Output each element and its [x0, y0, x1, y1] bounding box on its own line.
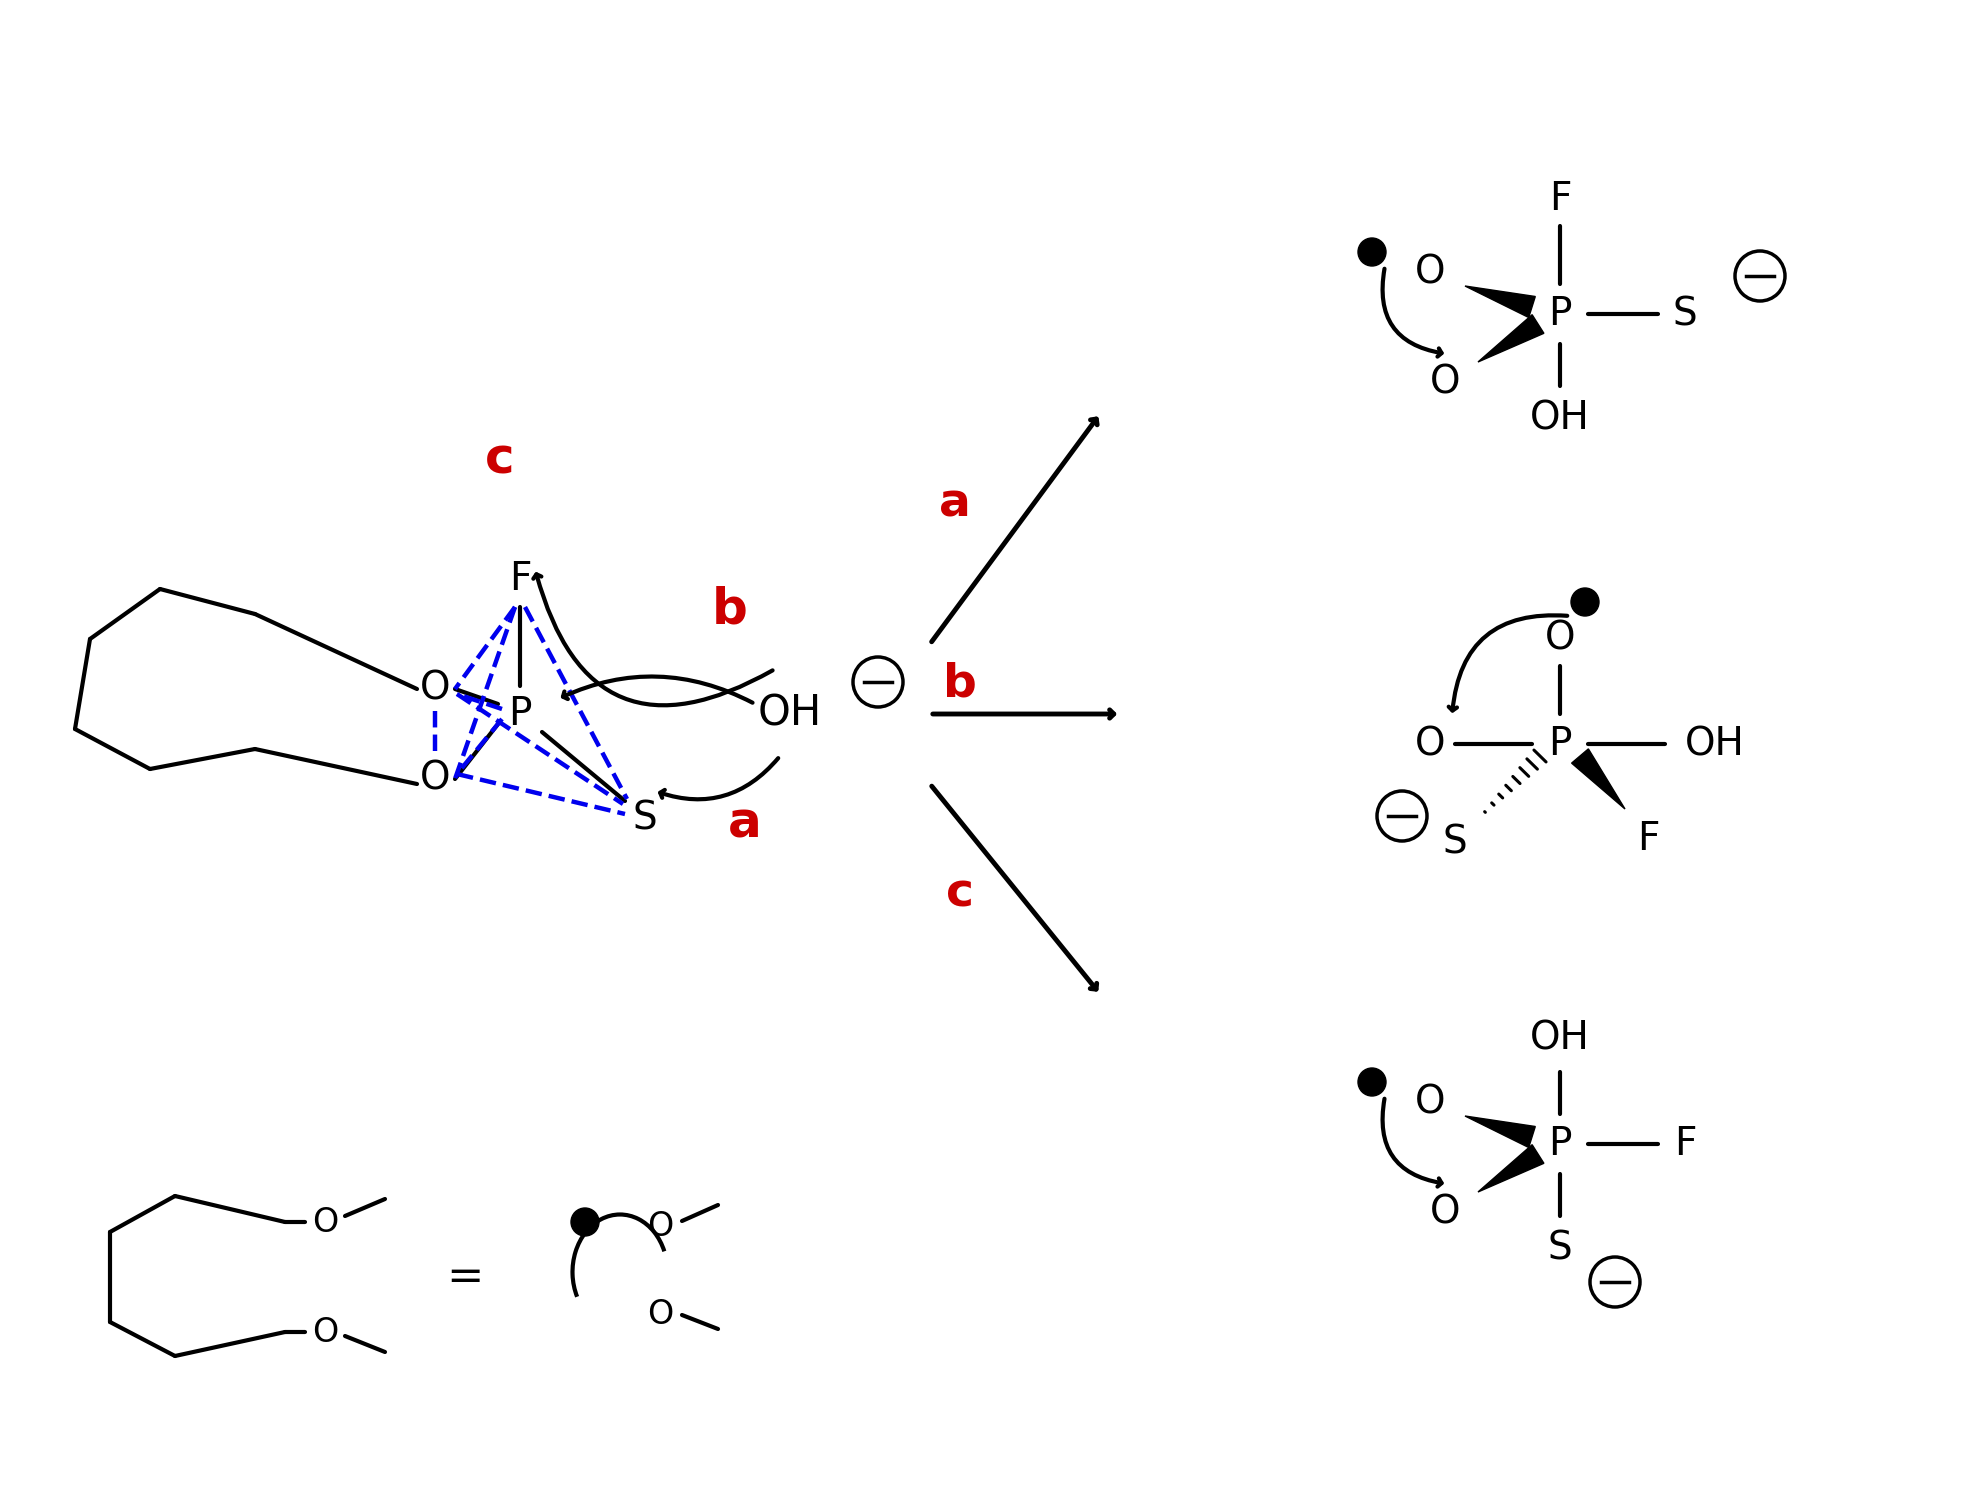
Polygon shape — [1478, 1144, 1543, 1192]
Text: P: P — [508, 695, 532, 734]
Text: P: P — [1549, 294, 1571, 333]
Text: O: O — [1545, 620, 1575, 657]
Text: c: c — [947, 871, 974, 916]
Text: F: F — [1549, 179, 1571, 218]
Polygon shape — [1464, 285, 1535, 318]
Text: O: O — [1415, 725, 1444, 763]
Text: O: O — [1431, 363, 1460, 400]
Text: b: b — [711, 586, 749, 633]
Text: a: a — [939, 481, 970, 526]
Text: F: F — [1674, 1125, 1695, 1162]
Text: b: b — [943, 662, 976, 707]
Text: S: S — [1547, 1230, 1573, 1268]
Text: S: S — [632, 799, 658, 838]
Text: OH: OH — [1686, 725, 1745, 763]
Text: O: O — [1415, 252, 1444, 291]
Polygon shape — [1571, 748, 1624, 808]
Text: P: P — [1549, 725, 1571, 763]
Text: S: S — [1442, 823, 1468, 861]
Text: c: c — [486, 435, 516, 483]
Text: OH: OH — [1529, 1020, 1591, 1058]
Text: F: F — [1636, 820, 1660, 858]
Text: P: P — [1549, 1125, 1571, 1162]
Text: O: O — [419, 669, 451, 708]
Text: =: = — [447, 1255, 484, 1298]
Text: O: O — [312, 1206, 338, 1239]
Circle shape — [1358, 1068, 1385, 1097]
Text: O: O — [646, 1210, 674, 1243]
Text: O: O — [312, 1316, 338, 1349]
Text: O: O — [1415, 1083, 1444, 1120]
Text: O: O — [646, 1298, 674, 1331]
Text: a: a — [727, 799, 763, 849]
Text: O: O — [419, 760, 451, 798]
Text: OH: OH — [759, 693, 822, 735]
Circle shape — [1571, 589, 1599, 616]
Text: OH: OH — [1529, 400, 1591, 438]
Circle shape — [1358, 238, 1385, 266]
Text: S: S — [1674, 294, 1697, 333]
Circle shape — [571, 1209, 599, 1236]
Text: F: F — [508, 560, 532, 598]
Text: O: O — [1431, 1194, 1460, 1231]
Polygon shape — [1464, 1116, 1535, 1147]
Polygon shape — [1478, 315, 1543, 362]
